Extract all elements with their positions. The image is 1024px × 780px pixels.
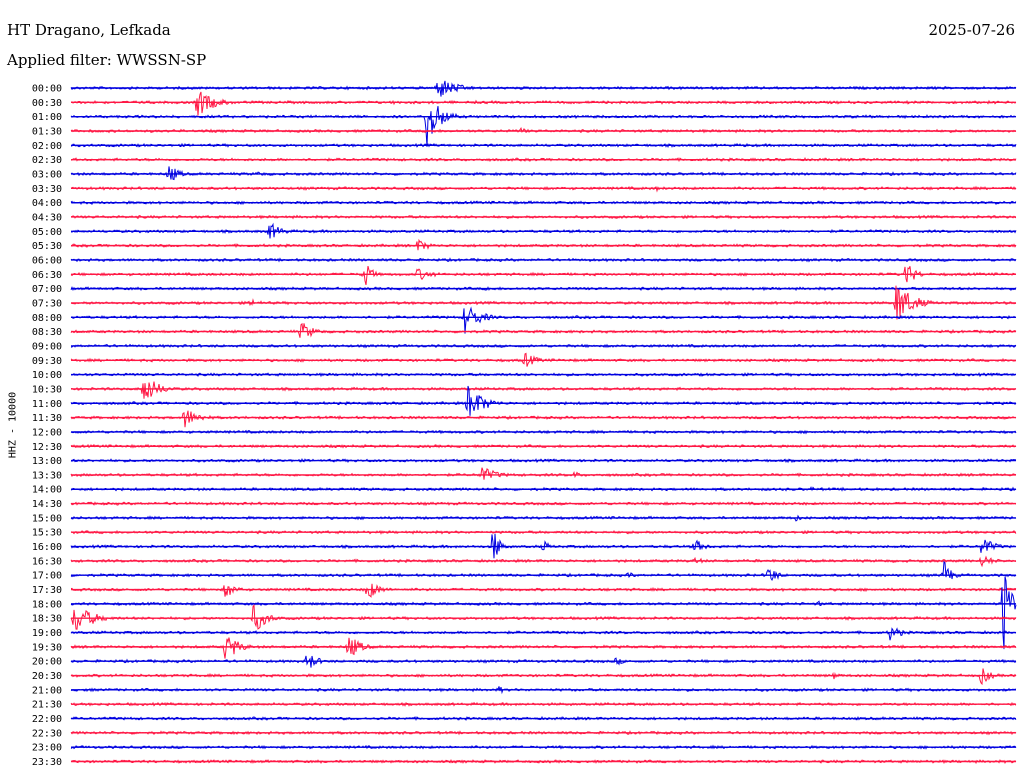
row-time-label: 01:00 xyxy=(32,112,62,123)
row-time-label: 10:30 xyxy=(32,384,62,395)
row-time-label: 07:00 xyxy=(32,284,62,295)
row-time-label: 15:00 xyxy=(32,513,62,524)
trace-row xyxy=(70,80,1017,97)
row-time-label: 14:00 xyxy=(32,485,62,496)
row-time-label: 16:30 xyxy=(32,556,62,567)
row-time-label: 19:00 xyxy=(32,628,62,639)
row-time-label: 18:30 xyxy=(32,614,62,625)
row-time-label: 16:00 xyxy=(32,542,62,553)
trace-row xyxy=(70,583,1017,598)
row-time-label: 22:00 xyxy=(32,714,62,725)
row-time-label: 11:30 xyxy=(32,413,62,424)
trace-row xyxy=(70,91,1017,116)
row-time-label: 12:00 xyxy=(32,427,62,438)
trace-row xyxy=(70,385,1017,416)
row-time-label: 17:00 xyxy=(32,571,62,582)
station-title: HT Dragano, Lefkada xyxy=(7,21,171,39)
trace-row xyxy=(70,467,1017,480)
trace-row xyxy=(70,627,1017,641)
row-time-label: 20:00 xyxy=(32,657,62,668)
row-time-label: 03:00 xyxy=(32,169,62,180)
row-time-label: 06:00 xyxy=(32,255,62,266)
row-time-label: 17:30 xyxy=(32,585,62,596)
row-time-label: 07:30 xyxy=(32,298,62,309)
trace-row xyxy=(70,265,1017,286)
trace-row xyxy=(70,166,1017,181)
trace-row xyxy=(70,576,1017,650)
row-time-label: 19:30 xyxy=(32,642,62,653)
row-time-label: 08:00 xyxy=(32,313,62,324)
row-time-label: 09:30 xyxy=(32,356,62,367)
row-time-label: 11:00 xyxy=(32,399,62,410)
row-time-label: 20:30 xyxy=(32,671,62,682)
trace-row xyxy=(70,381,1017,399)
date-label: 2025-07-26 xyxy=(928,21,1015,39)
row-time-label: 06:30 xyxy=(32,270,62,281)
trace-row xyxy=(70,560,1017,582)
row-time-label: 05:00 xyxy=(32,227,62,238)
row-time-label: 08:30 xyxy=(32,327,62,338)
row-time-label: 02:30 xyxy=(32,155,62,166)
row-time-label: 18:00 xyxy=(32,599,62,610)
filter-label: Applied filter: WWSSN-SP xyxy=(7,51,207,69)
row-time-label: 12:30 xyxy=(32,442,62,453)
row-time-label: 09:00 xyxy=(32,341,62,352)
trace-row xyxy=(70,322,1017,338)
row-time-label: 13:30 xyxy=(32,470,62,481)
row-time-label: 14:30 xyxy=(32,499,62,510)
row-time-label: 05:30 xyxy=(32,241,62,252)
trace-row xyxy=(70,306,1017,334)
row-time-label: 01:30 xyxy=(32,126,62,137)
row-time-label: 00:30 xyxy=(32,98,62,109)
row-time-label: 02:00 xyxy=(32,141,62,152)
row-time-label: 04:30 xyxy=(32,212,62,223)
trace-row xyxy=(70,106,1017,147)
row-time-label: 13:00 xyxy=(32,456,62,467)
trace-row xyxy=(70,410,1017,428)
row-time-label: 15:30 xyxy=(32,528,62,539)
row-time-label: 10:00 xyxy=(32,370,62,381)
row-time-label: 23:30 xyxy=(32,757,62,768)
row-time-label: 22:30 xyxy=(32,728,62,739)
row-time-label: 03:30 xyxy=(32,184,62,195)
row-time-label: 23:00 xyxy=(32,743,62,754)
row-time-label: 00:00 xyxy=(32,84,62,95)
trace-row xyxy=(70,604,1017,630)
trace-row xyxy=(70,637,1017,659)
row-time-label: 04:00 xyxy=(32,198,62,209)
row-time-label: 21:30 xyxy=(32,700,62,711)
row-time-label: 21:00 xyxy=(32,685,62,696)
